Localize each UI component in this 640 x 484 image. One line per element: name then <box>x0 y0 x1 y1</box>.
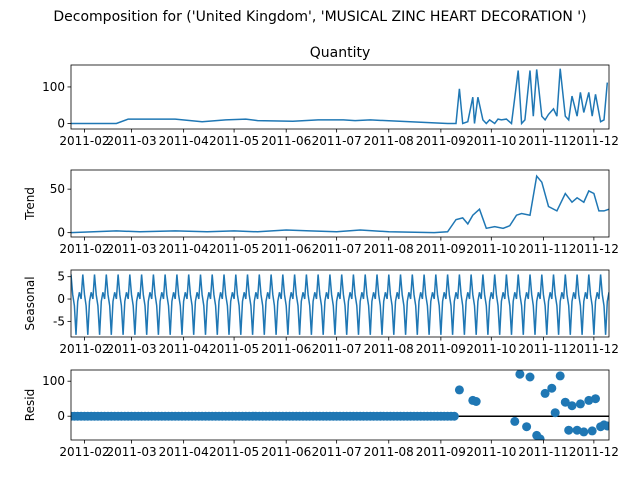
resid-point <box>587 426 597 436</box>
x-tick-label: 2011-11 <box>518 134 568 148</box>
resid-point <box>540 388 550 398</box>
resid-point <box>555 371 565 381</box>
x-tick-label: 2011-02 <box>59 342 109 356</box>
x-tick-label: 2011-10 <box>466 342 516 356</box>
resid-point <box>522 422 532 432</box>
x-tick-label: 2011-09 <box>416 445 466 459</box>
y-tick-label: -5 <box>53 314 65 328</box>
x-tick-label: 2011-10 <box>466 242 516 256</box>
x-tick-label: 2011-03 <box>106 445 156 459</box>
x-tick-label: 2011-08 <box>364 445 414 459</box>
resid-point <box>550 408 560 418</box>
seasonal-ylabel: Seasonal <box>23 276 37 330</box>
seasonal-plot-area <box>71 274 609 335</box>
x-tick-label: 2011-12 <box>569 242 619 256</box>
resid-point <box>575 399 585 409</box>
x-tick-label: 2011-11 <box>518 445 568 459</box>
observed-title: Quantity <box>310 45 371 61</box>
observed-plot-area <box>71 68 609 126</box>
x-tick-label: 2011-05 <box>209 134 259 148</box>
x-tick-label: 2011-10 <box>466 445 516 459</box>
resid-point <box>602 421 609 431</box>
y-tick-label: 5 <box>57 270 65 284</box>
x-tick-label: 2011-12 <box>569 134 619 148</box>
resid-point <box>564 425 574 435</box>
x-tick-label: 2011-06 <box>261 342 311 356</box>
resid-point <box>591 394 600 404</box>
x-tick-label: 2011-08 <box>364 134 414 148</box>
y-tick-label: 100 <box>42 80 65 94</box>
x-tick-label: 2011-03 <box>106 342 156 356</box>
x-tick-label: 2011-06 <box>261 242 311 256</box>
resid-point <box>471 397 481 406</box>
x-tick-label: 2011-09 <box>416 242 466 256</box>
x-tick-label: 2011-05 <box>209 445 259 459</box>
trend-line <box>71 174 609 234</box>
seasonal-frame <box>70 269 610 338</box>
x-tick-label: 2011-02 <box>59 242 109 256</box>
x-tick-label: 2011-02 <box>59 445 109 459</box>
x-tick-label: 2011-06 <box>261 134 311 148</box>
observed-frame <box>70 64 610 130</box>
resid-ylabel: Resid <box>23 389 37 421</box>
resid-plot-area <box>71 370 609 440</box>
x-tick-label: 2011-12 <box>569 445 619 459</box>
y-tick-label: 0 <box>57 117 65 131</box>
trend-ylabel: Trend <box>23 187 37 221</box>
x-tick-label: 2011-04 <box>159 242 209 256</box>
resid-point <box>510 416 520 426</box>
x-tick-label: 2011-11 <box>518 242 568 256</box>
x-tick-label: 2011-02 <box>59 134 109 148</box>
x-tick-label: 2011-08 <box>364 242 414 256</box>
trend-frame <box>70 169 610 238</box>
x-tick-label: 2011-07 <box>312 342 362 356</box>
x-tick-label: 2011-05 <box>209 242 259 256</box>
y-tick-label: 0 <box>57 226 65 240</box>
x-tick-label: 2011-04 <box>159 342 209 356</box>
resid-frame <box>70 369 610 441</box>
resid-point <box>449 411 459 421</box>
resid-point <box>535 434 545 440</box>
x-tick-label: 2011-05 <box>209 342 259 356</box>
observed-line <box>71 68 609 126</box>
suptitle: Decomposition for ('United Kingdom', 'MU… <box>53 9 586 25</box>
resid-point <box>525 372 535 382</box>
x-tick-label: 2011-11 <box>518 342 568 356</box>
seasonal-line <box>71 274 609 335</box>
x-tick-label: 2011-08 <box>364 342 414 356</box>
x-tick-label: 2011-10 <box>466 134 516 148</box>
x-tick-label: 2011-07 <box>312 445 362 459</box>
x-tick-label: 2011-09 <box>416 342 466 356</box>
resid-point <box>579 427 589 437</box>
x-tick-label: 2011-04 <box>159 445 209 459</box>
x-tick-label: 2011-04 <box>159 134 209 148</box>
resid-point <box>560 397 570 407</box>
x-tick-label: 2011-12 <box>569 342 619 356</box>
y-tick-label: 100 <box>42 374 65 388</box>
x-tick-label: 2011-07 <box>312 242 362 256</box>
resid-point <box>567 401 577 411</box>
trend-plot-area <box>71 174 609 234</box>
resid-point <box>547 383 557 393</box>
x-tick-label: 2011-09 <box>416 134 466 148</box>
x-tick-label: 2011-06 <box>261 445 311 459</box>
resid-point <box>515 370 525 379</box>
x-tick-label: 2011-07 <box>312 134 362 148</box>
x-tick-label: 2011-03 <box>106 242 156 256</box>
resid-point <box>454 385 464 395</box>
y-tick-label: 0 <box>57 292 65 306</box>
x-tick-label: 2011-03 <box>106 134 156 148</box>
y-tick-label: 50 <box>50 182 65 196</box>
y-tick-label: 0 <box>57 409 65 423</box>
